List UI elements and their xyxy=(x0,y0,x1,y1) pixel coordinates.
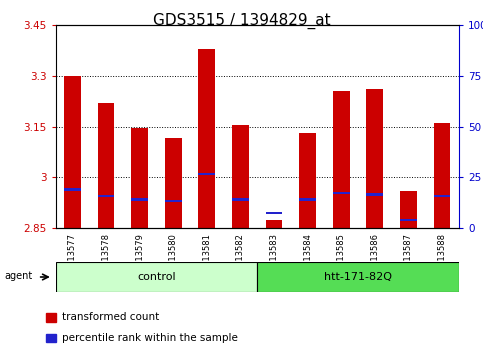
Text: transformed count: transformed count xyxy=(62,312,160,322)
Bar xyxy=(56,262,257,292)
Bar xyxy=(434,123,451,228)
Bar xyxy=(199,173,215,175)
Bar xyxy=(98,103,114,228)
Bar xyxy=(266,212,283,214)
Bar xyxy=(165,200,182,202)
Bar xyxy=(46,313,56,321)
Bar xyxy=(46,334,56,342)
Bar xyxy=(434,195,451,197)
Bar xyxy=(333,91,350,228)
Bar xyxy=(165,138,182,228)
Bar xyxy=(64,76,81,228)
Bar xyxy=(64,188,81,190)
Bar xyxy=(367,89,383,228)
Text: htt-171-82Q: htt-171-82Q xyxy=(324,272,392,282)
Bar xyxy=(266,220,283,228)
Text: agent: agent xyxy=(4,272,33,281)
Bar xyxy=(400,219,417,221)
Bar xyxy=(299,198,316,201)
Bar xyxy=(367,193,383,196)
Bar xyxy=(232,125,249,228)
Bar xyxy=(333,192,350,194)
Bar xyxy=(131,198,148,201)
Bar xyxy=(400,191,417,228)
Bar xyxy=(98,195,114,197)
Bar xyxy=(199,48,215,228)
Text: percentile rank within the sample: percentile rank within the sample xyxy=(62,333,238,343)
Bar xyxy=(232,198,249,201)
Bar xyxy=(131,128,148,228)
Bar xyxy=(299,133,316,228)
Text: control: control xyxy=(137,272,176,282)
Bar xyxy=(257,262,459,292)
Text: GDS3515 / 1394829_at: GDS3515 / 1394829_at xyxy=(153,12,330,29)
